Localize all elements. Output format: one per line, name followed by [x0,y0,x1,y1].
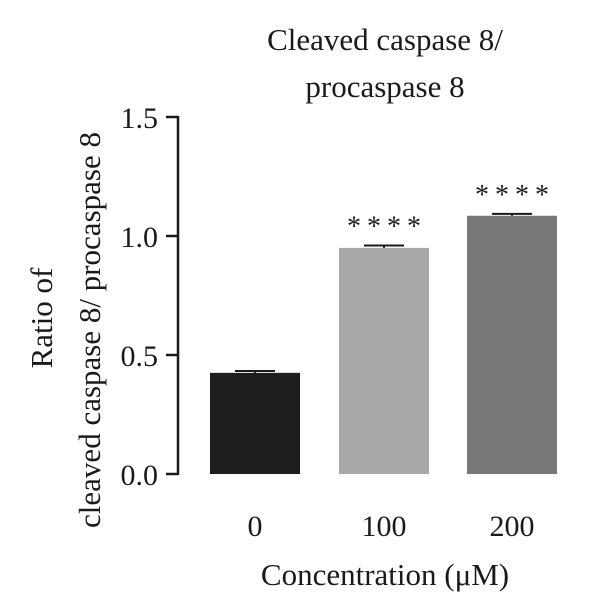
significance-label: **** [347,212,427,243]
y-axis-label-line-1: Ratio of [24,267,59,368]
y-tick-label: 0.5 [121,340,159,373]
y-axis-label-line-2: cleaved caspase 8/ procaspase 8 [72,132,107,528]
x-tick-label: 0 [248,510,263,543]
y-tick-label: 1.5 [121,102,159,135]
y-tick-label: 0.0 [121,459,159,492]
chart-title-line-2: procaspase 8 [305,69,464,104]
x-axis-label: Concentration (μM) [261,557,509,592]
bar-100 [339,247,429,474]
significance-label: **** [475,180,555,211]
plot-area: 0.0 0.5 1.0 1.5 0 100 **** 200 **** [121,102,557,543]
bar-0 [210,372,300,474]
x-tick-label: 200 [490,510,535,543]
bar-200 [467,215,557,474]
y-tick-label: 1.0 [121,221,159,254]
x-tick-label: 100 [362,510,407,543]
chart-title-line-1: Cleaved caspase 8/ [267,22,503,57]
